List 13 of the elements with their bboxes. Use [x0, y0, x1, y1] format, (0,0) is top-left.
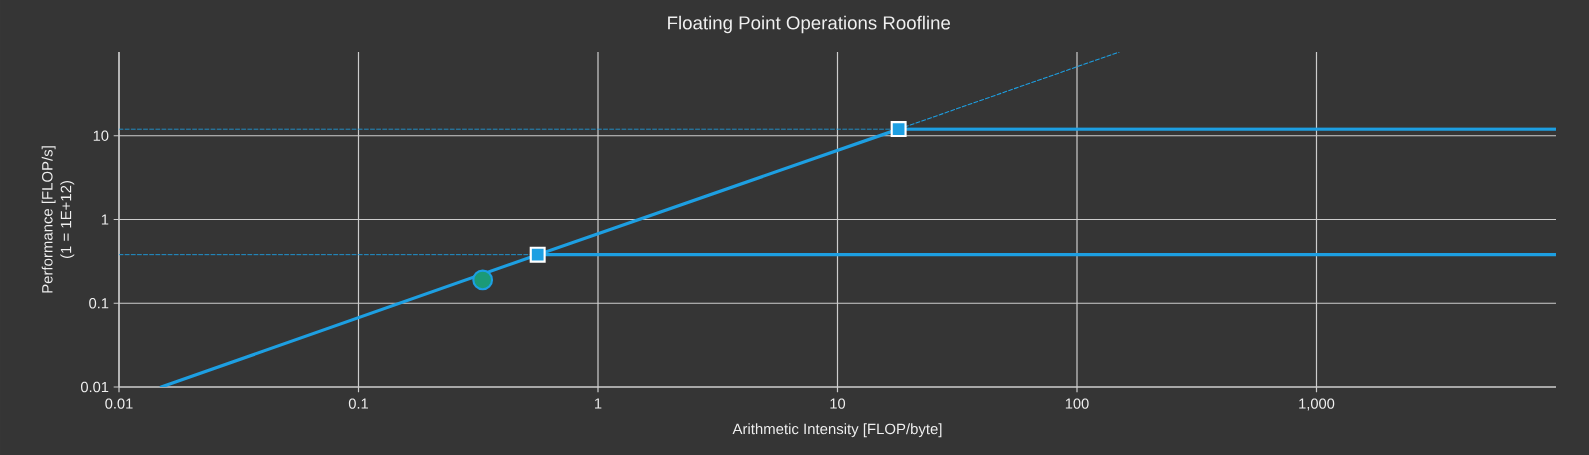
y-tick-label: 0.1: [89, 298, 109, 309]
y-axis-title: Performance [FLOP/s] (1 = 1E+12): [41, 146, 75, 293]
x-tick-label: 1,000: [1299, 398, 1335, 411]
y-tick-label: 0.01: [80, 381, 109, 393]
x-tick-label: 1: [595, 398, 602, 409]
y-tick-label: 10: [93, 130, 109, 141]
chart-title: Floating Point Operations Roofline: [668, 15, 951, 34]
x-tick-label: 10: [830, 398, 846, 409]
y-tick-label: 1: [101, 214, 109, 225]
x-tick-label: 0.1: [348, 398, 368, 409]
x-axis-title: Arithmetic Intensity [FLOP/byte]: [732, 423, 942, 438]
x-tick-label: 100: [1065, 398, 1089, 409]
x-tick-label: 0.01: [105, 398, 133, 409]
